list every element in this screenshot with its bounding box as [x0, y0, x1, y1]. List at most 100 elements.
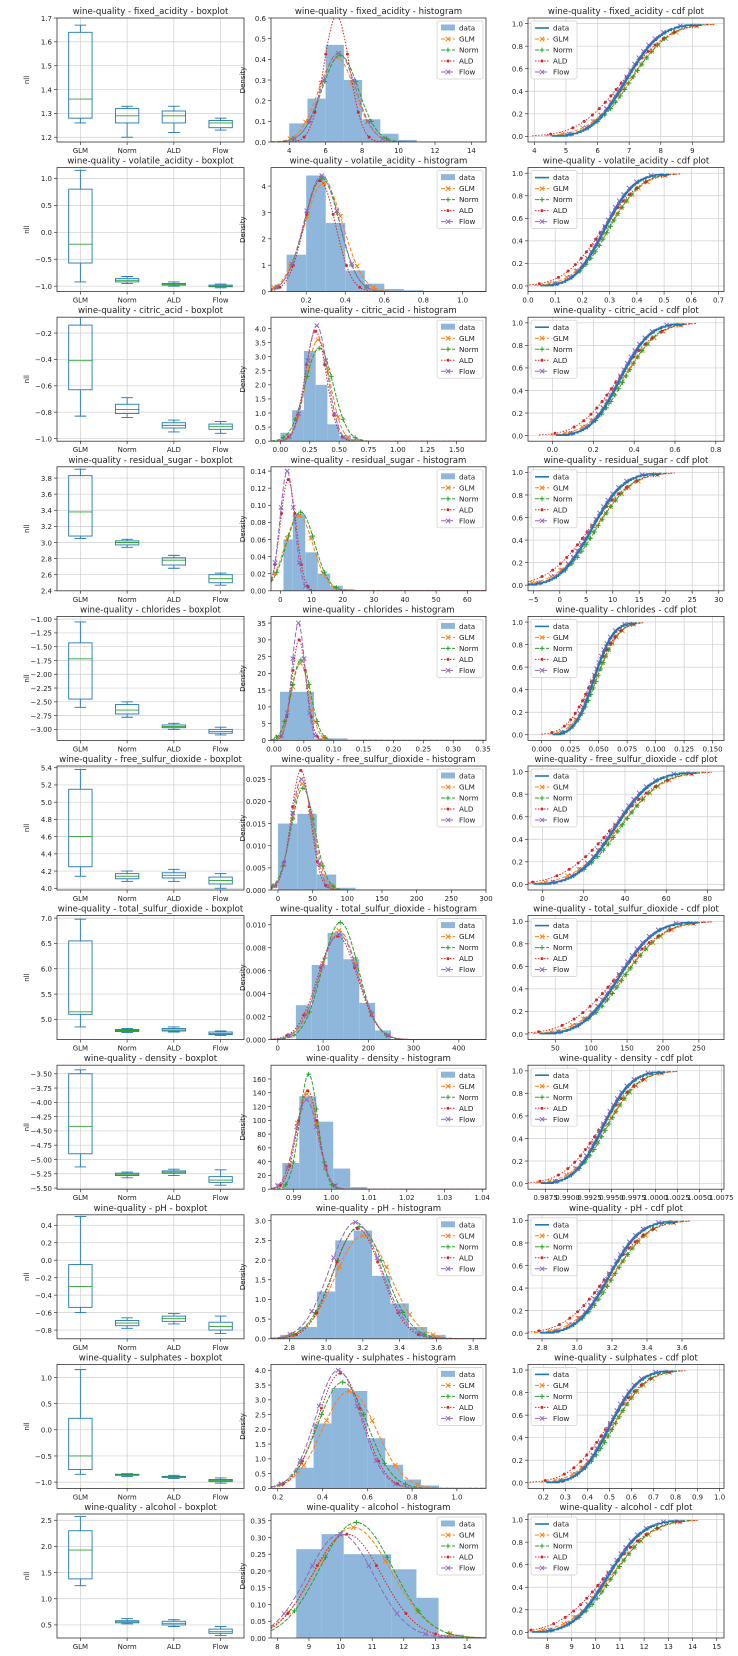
legend-label-Flow: Flow — [459, 1414, 476, 1423]
density-marker-Norm — [368, 119, 374, 124]
y-tick-label: 160 — [253, 1076, 266, 1084]
legend-marker-Flow — [539, 1415, 545, 1421]
density-marker-Flow — [374, 1255, 380, 1261]
histogram-title: wine-quality - citric_acid - histogram — [300, 306, 457, 316]
legend-label-ALD: ALD — [553, 1403, 568, 1412]
y-tick-label: 3.5 — [255, 1382, 266, 1390]
legend-label-ALD: ALD — [459, 1403, 474, 1412]
x-tick-label: GLM — [73, 1344, 88, 1352]
y-tick-label: −0.6 — [35, 383, 53, 391]
cdf-panel-sulphates: wine-quality - sulphates - cdf plot 0.0 0.… — [512, 1353, 725, 1501]
box-GLM — [68, 169, 93, 283]
cdf-marker-ALD — [641, 1077, 645, 1081]
cdf-marker-ALD — [588, 1004, 592, 1008]
y-tick-label: 1.5 — [255, 1441, 266, 1449]
density-marker-Flow — [323, 1165, 329, 1171]
density-marker-Norm — [361, 1411, 367, 1417]
density-marker-Norm — [283, 1182, 289, 1188]
box-iqr — [68, 642, 93, 700]
cdf-marker-Norm — [628, 965, 634, 971]
y-tick-label: 6.0 — [41, 966, 52, 974]
legend-label-ALD: ALD — [553, 206, 568, 215]
cdf-marker-ALD — [576, 1310, 580, 1314]
y-tick-label: 1.0 — [41, 1596, 52, 1604]
y-tick-label: 40 — [257, 1158, 266, 1166]
legend: data GLM Norm ALD Flow — [436, 170, 484, 229]
cdf-marker-Norm — [605, 997, 610, 1003]
density-marker-ALD — [344, 263, 348, 267]
y-tick-label: 1.0 — [512, 1367, 523, 1375]
cdf-ALD — [528, 1070, 678, 1184]
cdf-ALD — [529, 1370, 686, 1483]
plot-area — [528, 920, 714, 1035]
legend-label-GLM: GLM — [459, 1381, 475, 1390]
cdf-marker-Norm — [649, 48, 655, 54]
cdf-marker-Norm — [613, 1420, 619, 1426]
y-tick-label: 5.5 — [41, 991, 52, 999]
y-tick-label: −4.25 — [31, 1113, 52, 1121]
density-marker-Norm — [330, 883, 336, 889]
y-tick-label: 1.0 — [255, 1456, 266, 1464]
y-tick-label: 1.0 — [512, 768, 523, 776]
axes-frame — [527, 616, 725, 741]
y-tick-label: −1.25 — [31, 630, 52, 638]
density-marker-ALD — [286, 1612, 290, 1616]
legend-label-GLM: GLM — [553, 783, 569, 792]
x-tick-label: 8 — [275, 1643, 279, 1651]
density-marker-Norm — [298, 509, 304, 515]
histogram-bar — [296, 1549, 322, 1638]
cdf-marker-Norm — [620, 822, 625, 828]
legend-label-ALD: ALD — [459, 1553, 474, 1562]
x-tick-label: 0.9925 — [577, 1194, 602, 1202]
y-tick-label: 0.004 — [246, 990, 267, 998]
cdf-marker-ALD — [537, 1030, 541, 1034]
plot-area — [68, 918, 233, 1037]
density-marker-Flow — [290, 656, 296, 662]
y-tick-label: 0.6 — [512, 1562, 524, 1570]
histogram-bar — [343, 1554, 370, 1638]
legend-marker-GLM — [445, 784, 451, 790]
x-tick-label: 200 — [362, 1045, 375, 1053]
y-tick-label: 5 — [262, 720, 266, 728]
cdf-marker-Norm — [604, 1583, 609, 1588]
y-tick-label: 0.0 — [41, 1257, 52, 1265]
legend-label-ALD: ALD — [459, 655, 474, 664]
legend: data GLM Norm ALD Flow — [436, 20, 484, 80]
legend-label-GLM: GLM — [553, 932, 569, 941]
cdf-GLM — [532, 921, 712, 1034]
legend: data GLM Norm ALD Flow — [436, 319, 484, 379]
x-tick-label: Norm — [118, 297, 137, 305]
y-tick-label: 1.0 — [512, 619, 523, 627]
cdf-marker-ALD — [579, 1603, 583, 1607]
x-tick-label: 0.0 — [522, 297, 533, 305]
y-tick-label: 0.06 — [250, 536, 266, 544]
histogram-panel-volatile_acidity: wine-quality - volatile_acidity - histog… — [239, 157, 487, 305]
y-tick-label: 1.0 — [512, 1516, 523, 1524]
legend-marker-ALD — [540, 807, 544, 811]
legend-marker-ALD — [446, 209, 450, 213]
density-marker-Flow — [298, 776, 305, 782]
cdf-data — [533, 772, 697, 885]
density-marker-Flow — [396, 1308, 402, 1314]
boxplot-panel-sulphates: wine-quality - sulphates - boxplot −1.0 −0… — [23, 1353, 245, 1501]
legend-marker-GLM — [539, 1083, 545, 1089]
legend-label-Flow: Flow — [459, 1564, 476, 1573]
cdf-marker-Norm — [608, 1576, 614, 1582]
cdf-marker-ALD — [572, 425, 576, 429]
y-tick-label: −3.50 — [31, 1071, 52, 1079]
x-tick-label: 10 — [336, 1643, 345, 1651]
axes-frame — [527, 765, 725, 891]
y-tick-label: 0.8 — [512, 1240, 523, 1248]
box-GLM — [68, 468, 93, 539]
density-marker-Flow — [319, 963, 325, 969]
density-marker-Flow — [314, 323, 320, 329]
density-marker-Flow — [349, 261, 355, 267]
legend-label-data: data — [459, 921, 475, 930]
cdf-marker-ALD — [578, 1154, 582, 1158]
boxplot-panel-alcohol: wine-quality - alcohol - boxplot 0.5 1.0 1.… — [23, 1503, 245, 1651]
y-tick-label: 0.0 — [255, 1336, 266, 1344]
legend-label-ALD: ALD — [553, 57, 568, 66]
plot-area — [68, 1216, 233, 1335]
x-tick-label: 4 — [287, 147, 292, 155]
cdf-marker-Norm — [616, 386, 622, 392]
